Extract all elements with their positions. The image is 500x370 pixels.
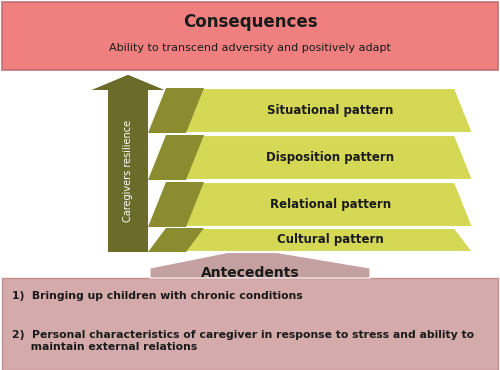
Polygon shape — [148, 135, 204, 180]
Polygon shape — [148, 182, 204, 227]
Polygon shape — [148, 228, 204, 252]
Polygon shape — [148, 228, 473, 252]
Text: Situational pattern: Situational pattern — [268, 104, 394, 117]
FancyBboxPatch shape — [2, 278, 498, 370]
Polygon shape — [148, 182, 473, 227]
Polygon shape — [148, 88, 204, 133]
Polygon shape — [148, 135, 473, 180]
Text: Antecedents: Antecedents — [200, 266, 300, 280]
Text: Relational pattern: Relational pattern — [270, 198, 391, 211]
Text: 1)  Bringing up children with chronic conditions: 1) Bringing up children with chronic con… — [12, 291, 303, 301]
Polygon shape — [150, 248, 370, 278]
Polygon shape — [92, 75, 164, 252]
Text: Consequences: Consequences — [182, 13, 318, 31]
Text: Cultural pattern: Cultural pattern — [277, 233, 384, 246]
Text: Caregivers resilience: Caregivers resilience — [123, 120, 133, 222]
Text: Caregivers resilience: Caregivers resilience — [123, 120, 133, 222]
FancyBboxPatch shape — [2, 2, 498, 70]
Text: 2)  Personal characteristics of caregiver in response to stress and ability to
 : 2) Personal characteristics of caregiver… — [12, 330, 474, 352]
Polygon shape — [148, 88, 473, 133]
Text: Ability to transcend adversity and positively adapt: Ability to transcend adversity and posit… — [109, 43, 391, 53]
Text: Disposition pattern: Disposition pattern — [266, 151, 394, 164]
Polygon shape — [92, 75, 164, 252]
